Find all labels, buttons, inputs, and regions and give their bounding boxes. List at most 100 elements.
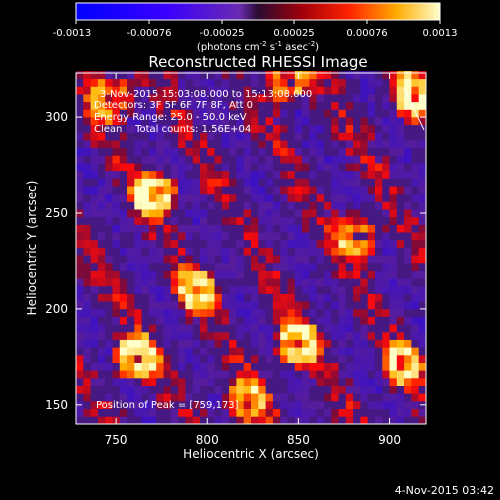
heatmap-cell bbox=[418, 262, 427, 271]
heatmap-cell bbox=[156, 262, 164, 271]
heatmap-cell bbox=[105, 132, 113, 141]
heatmap-cell bbox=[229, 86, 237, 95]
heatmap-cell bbox=[229, 362, 237, 371]
heatmap-cell bbox=[221, 293, 230, 302]
clean-annotation: Clean Total counts: 1.56E+04 bbox=[94, 124, 251, 135]
heatmap-cell bbox=[367, 293, 376, 302]
heatmap-cell bbox=[404, 255, 412, 264]
heatmap-cell bbox=[418, 78, 427, 87]
heatmap-cell bbox=[192, 316, 201, 325]
heatmap-cell bbox=[148, 278, 157, 287]
heatmap-cell bbox=[265, 101, 274, 110]
heatmap-cell bbox=[119, 355, 128, 363]
heatmap-cell bbox=[272, 224, 281, 233]
heatmap-cell bbox=[418, 247, 427, 256]
heatmap-cell bbox=[200, 408, 208, 417]
heatmap-cell bbox=[251, 262, 259, 271]
heatmap-cell bbox=[185, 308, 193, 317]
heatmap-cell bbox=[156, 101, 164, 110]
heatmap-cell bbox=[418, 308, 427, 317]
heatmap-cell bbox=[207, 155, 215, 164]
heatmap-cell bbox=[367, 247, 376, 256]
heatmap-cell bbox=[251, 109, 259, 118]
heatmap-cell bbox=[229, 209, 237, 218]
heatmap-cell bbox=[323, 262, 332, 271]
heatmap-cell bbox=[418, 370, 427, 379]
heatmap-cell bbox=[229, 293, 237, 302]
heatmap-cell bbox=[243, 201, 252, 210]
heatmap-cell bbox=[353, 163, 361, 172]
heatmap-cell bbox=[141, 270, 150, 279]
heatmap-cell bbox=[404, 239, 412, 248]
heatmap-cell bbox=[141, 201, 150, 210]
heatmap-cell bbox=[396, 71, 405, 80]
heatmap-cell bbox=[294, 239, 303, 248]
heatmap-cell bbox=[229, 78, 237, 87]
heatmap-cell bbox=[200, 355, 208, 363]
heatmap-cell bbox=[148, 285, 157, 294]
heatmap-cell bbox=[200, 301, 208, 310]
heatmap-cell bbox=[389, 255, 398, 264]
heatmap-cell bbox=[97, 78, 106, 87]
heatmap-cell bbox=[331, 86, 339, 95]
heatmap-cell bbox=[178, 293, 186, 302]
heatmap-cell bbox=[221, 285, 230, 294]
heatmap-cell bbox=[83, 362, 91, 371]
heatmap-cell bbox=[375, 101, 383, 110]
heatmap-cell bbox=[309, 94, 317, 103]
heatmap-cell bbox=[178, 401, 186, 409]
heatmap-cell bbox=[360, 378, 368, 386]
heatmap-cell bbox=[396, 339, 405, 348]
heatmap-cell bbox=[156, 170, 164, 179]
heatmap-cell bbox=[353, 385, 361, 394]
heatmap-cell bbox=[382, 209, 390, 218]
heatmap-cell bbox=[163, 117, 172, 126]
heatmap-cell bbox=[309, 170, 317, 179]
heatmap-cell bbox=[367, 224, 376, 233]
heatmap-cell bbox=[280, 278, 288, 287]
heatmap-cell bbox=[316, 355, 325, 363]
heatmap-cell bbox=[411, 101, 419, 110]
heatmap-cell bbox=[148, 270, 157, 279]
heatmap-cell bbox=[389, 124, 398, 133]
heatmap-cell bbox=[251, 362, 259, 371]
heatmap-cell bbox=[207, 86, 215, 95]
heatmap-cell bbox=[243, 170, 252, 179]
heatmap-cell bbox=[221, 178, 230, 187]
heatmap-cell bbox=[265, 216, 274, 225]
heatmap-cell bbox=[112, 109, 121, 118]
heatmap-cell bbox=[90, 201, 99, 210]
heatmap-cell bbox=[287, 239, 296, 248]
heatmap-cell bbox=[309, 270, 317, 279]
heatmap-cell bbox=[105, 201, 113, 210]
heatmap-cell bbox=[105, 163, 113, 172]
heatmap-cell bbox=[323, 308, 332, 317]
heatmap-cell bbox=[214, 101, 223, 110]
heatmap-cell bbox=[404, 308, 412, 317]
heatmap-cell bbox=[119, 86, 128, 95]
heatmap-cell bbox=[105, 308, 113, 317]
heatmap-cell bbox=[200, 270, 208, 279]
heatmap-cell bbox=[134, 155, 142, 164]
heatmap-cell bbox=[112, 362, 121, 371]
heatmap-cell bbox=[148, 339, 157, 348]
heatmap-cell bbox=[214, 362, 223, 371]
heatmap-cell bbox=[404, 101, 412, 110]
heatmap-cell bbox=[141, 362, 150, 371]
heatmap-cell bbox=[411, 201, 419, 210]
heatmap-cell bbox=[163, 178, 172, 187]
heatmap-cell bbox=[258, 331, 266, 340]
heatmap-cell bbox=[200, 163, 208, 172]
heatmap-cell bbox=[353, 109, 361, 118]
heatmap-cell bbox=[382, 232, 390, 241]
heatmap-cell bbox=[200, 362, 208, 371]
heatmap-cell bbox=[280, 285, 288, 294]
heatmap-cell bbox=[251, 178, 259, 187]
heatmap-cell bbox=[214, 247, 223, 256]
heatmap-cell bbox=[345, 316, 354, 325]
heatmap-cell bbox=[316, 201, 325, 210]
heatmap-cell bbox=[287, 393, 296, 402]
heatmap-cell bbox=[229, 224, 237, 233]
heatmap-cell bbox=[127, 209, 135, 218]
